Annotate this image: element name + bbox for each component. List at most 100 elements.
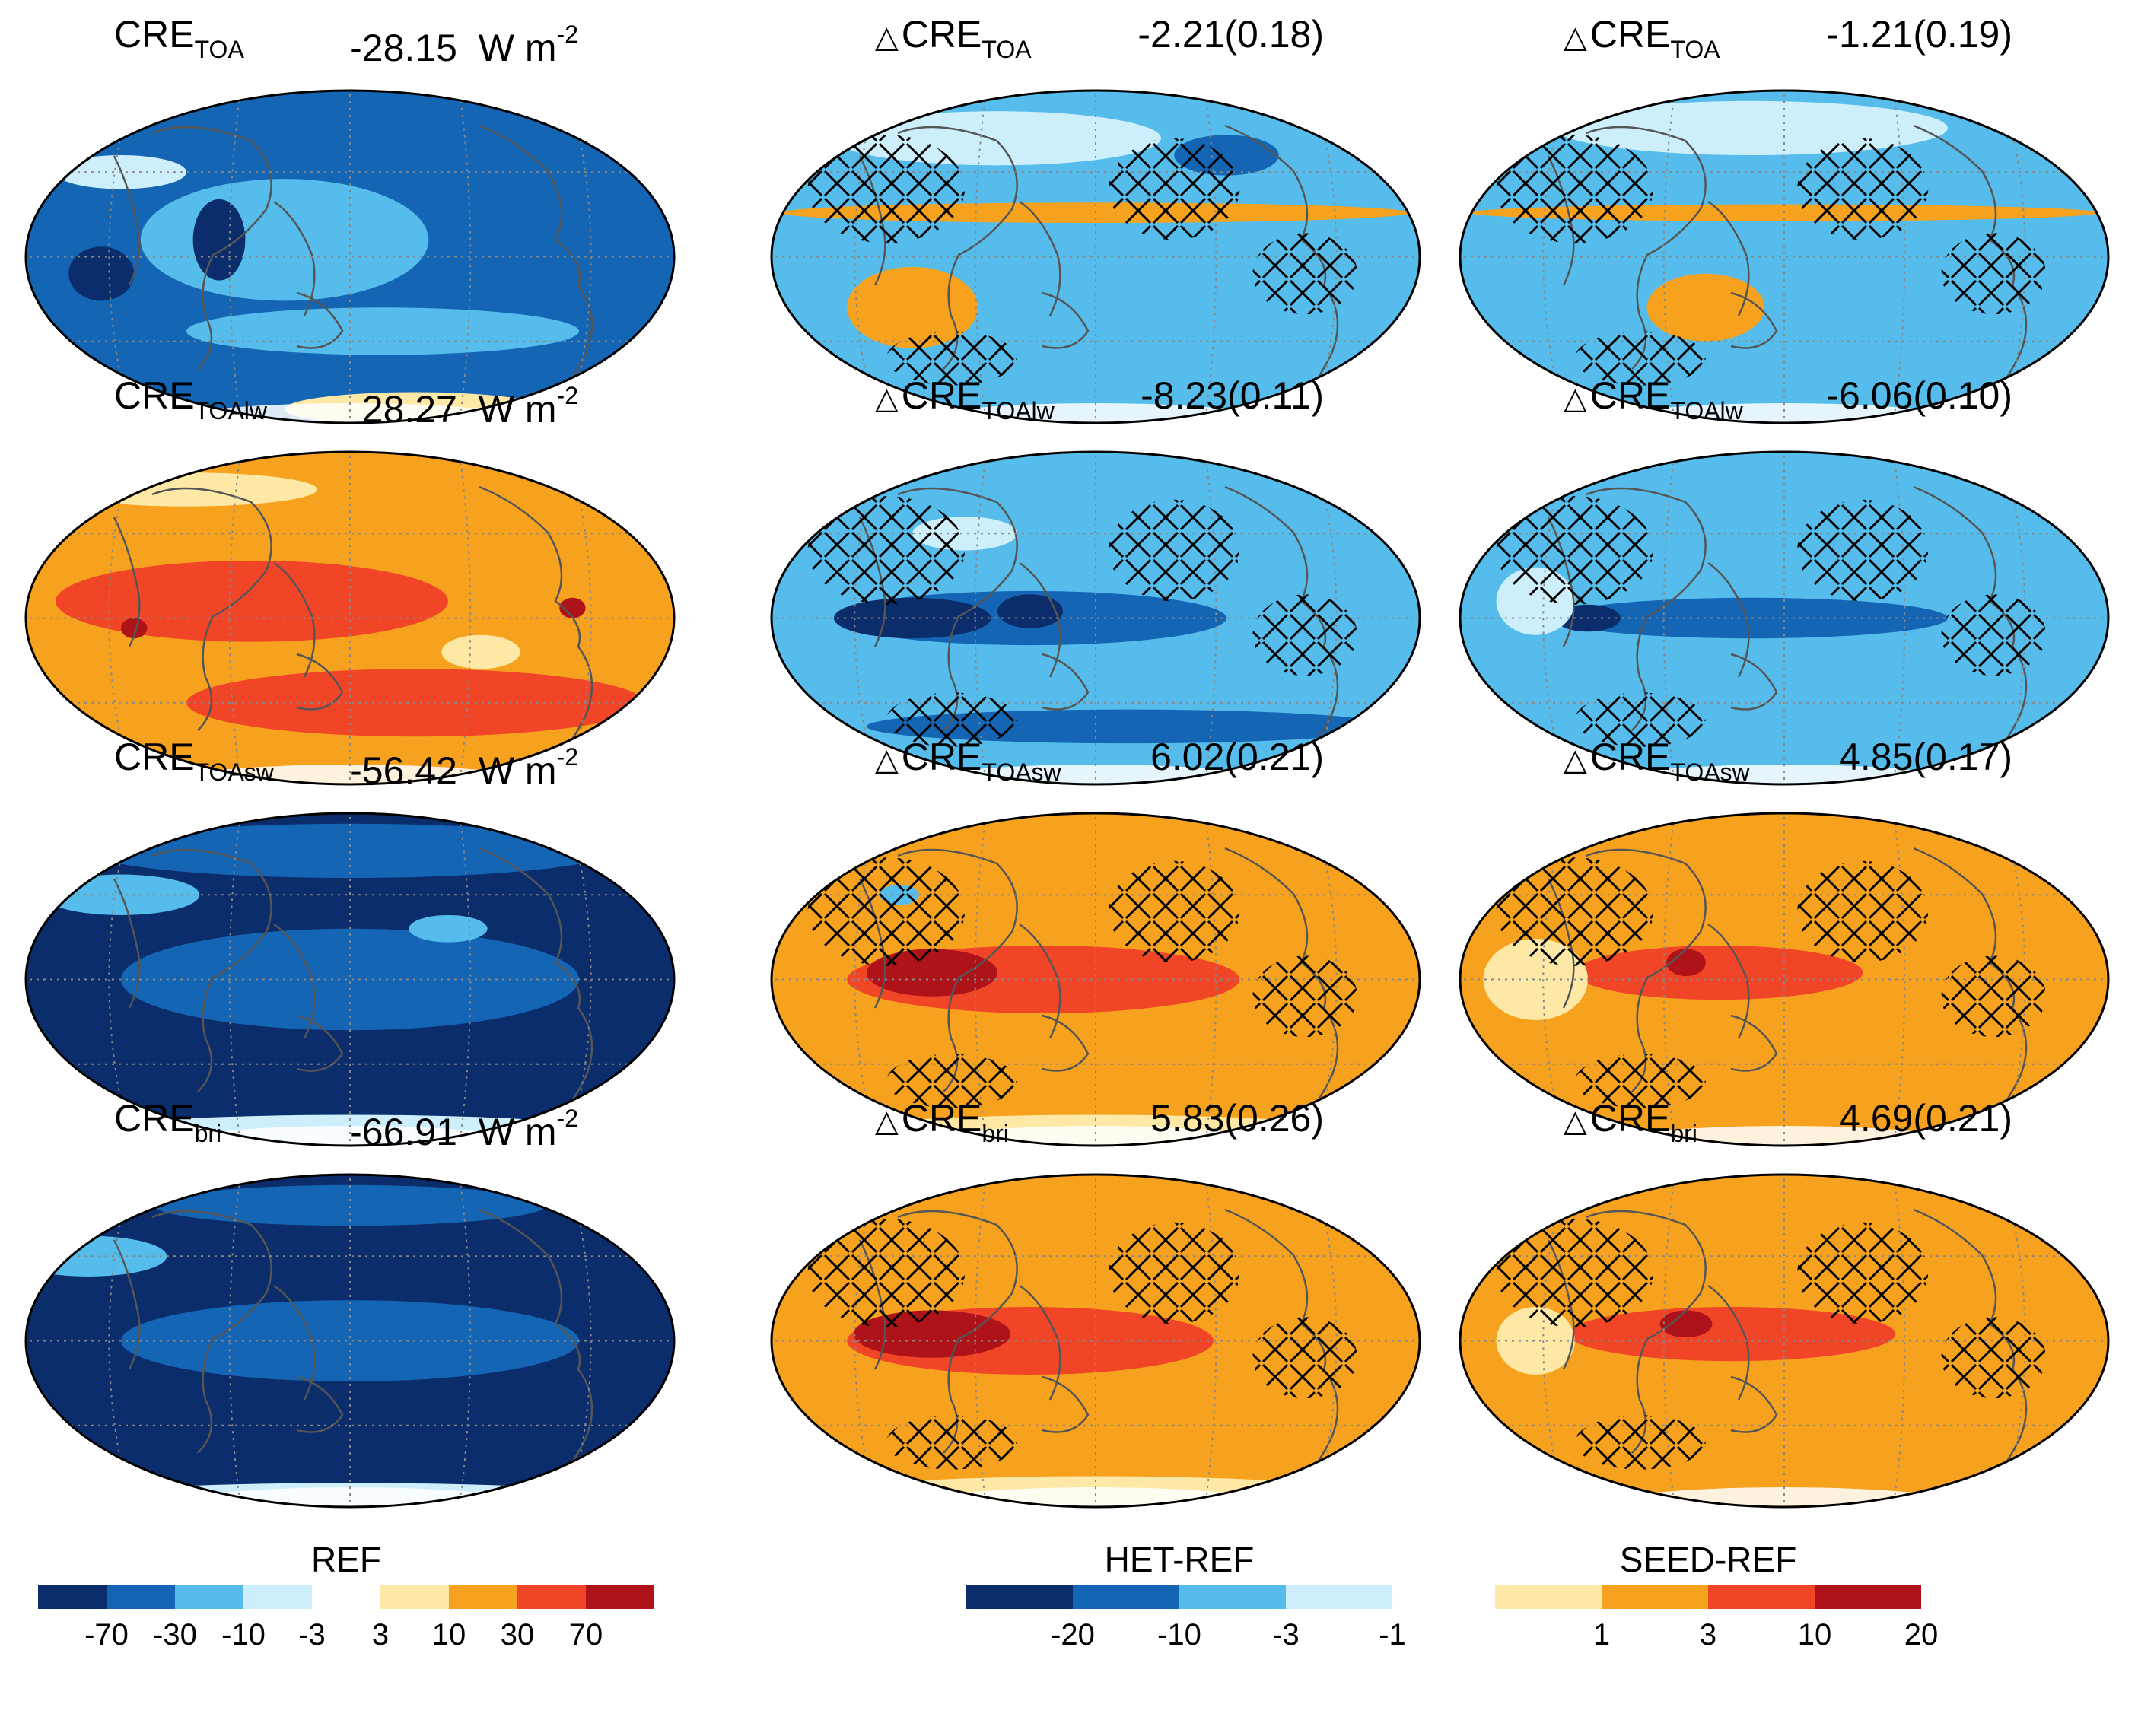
coastline — [1730, 291, 1778, 349]
delta-symbol: △ — [875, 743, 899, 777]
coastline — [897, 126, 1018, 370]
colorbar-cb-seed — [1495, 1585, 1921, 1609]
coastline — [479, 485, 593, 761]
colorbar-title-cb-seed: SEED-REF — [1619, 1540, 1797, 1579]
contour-region — [409, 914, 488, 943]
contour-region — [1666, 949, 1706, 977]
significance-hatch — [1941, 955, 2046, 1038]
coastline — [113, 878, 141, 1009]
title-subscript: bri — [1670, 1120, 1697, 1147]
delta-symbol: △ — [1564, 743, 1587, 777]
coastline — [1042, 1375, 1090, 1433]
map-border — [1459, 812, 2110, 1147]
value-number: -6.06(0.10) — [1826, 374, 2012, 417]
significance-hatch — [1109, 860, 1240, 963]
title-subscript: TOAsw — [1670, 758, 1750, 786]
panel-value-p1: -28.15 W m-2 — [349, 11, 578, 71]
coastline — [1730, 1014, 1778, 1072]
title-base: CRE — [1589, 374, 1671, 417]
colorbar-swatch — [966, 1585, 1074, 1609]
colorbar-swatch — [586, 1585, 654, 1609]
contour-region — [56, 560, 448, 642]
panel-title-p1: CRETOA — [114, 11, 244, 72]
map-p6 — [1459, 450, 2110, 786]
value-units-exponent: -2 — [556, 382, 578, 409]
panel-value-p4: 28.27 W m-2 — [362, 373, 578, 432]
contour-region — [1659, 1310, 1713, 1338]
significance-hatch — [1797, 138, 1929, 240]
value-number: 28.27 — [361, 388, 457, 431]
map-p10 — [24, 1173, 676, 1509]
coastline — [296, 653, 344, 711]
colorbar-swatch — [243, 1585, 313, 1609]
colorbar-swatch — [175, 1585, 244, 1609]
panel-title-p7: CRETOAsw — [114, 734, 274, 795]
coastline — [151, 126, 272, 370]
significance-hatch — [1496, 496, 1653, 605]
colorbar-tick-label: -3 — [1272, 1618, 1300, 1652]
significance-hatch — [886, 331, 1017, 386]
value-number: -28.15 — [349, 27, 457, 69]
delta-symbol: △ — [1564, 382, 1587, 415]
contour-region — [56, 472, 317, 507]
colorbar-tick-label: -20 — [1051, 1618, 1095, 1652]
colorbar-swatch — [1708, 1585, 1815, 1609]
title-base: CRE — [901, 374, 982, 417]
colorbar-tick-label: -1 — [1379, 1618, 1406, 1652]
map-p4 — [24, 450, 676, 786]
value-number: -2.21(0.18) — [1137, 13, 1324, 56]
contour-region — [121, 1300, 579, 1381]
map-border — [1459, 450, 2110, 786]
map-border — [24, 450, 676, 786]
panel-value-p5: -8.23(0.11) — [1141, 373, 1324, 418]
colorbar-tick-label: -3 — [298, 1618, 326, 1652]
value-units-exponent: -2 — [556, 743, 578, 771]
coastline — [296, 291, 344, 349]
map-border — [770, 1173, 1421, 1509]
panel-value-p3: -1.21(0.19) — [1826, 11, 2012, 57]
significance-hatch — [807, 496, 965, 605]
map-p8 — [770, 812, 1421, 1147]
colorbar-swatch — [1073, 1585, 1180, 1609]
value-units-exponent: -2 — [556, 1105, 578, 1132]
title-base: CRE — [114, 13, 195, 56]
colorbar-tick-label: -10 — [1157, 1618, 1201, 1652]
coastline — [479, 847, 593, 1123]
coastline — [113, 1239, 141, 1370]
delta-symbol: △ — [1564, 1105, 1587, 1138]
coastline — [113, 517, 141, 647]
contour-region — [121, 618, 148, 639]
significance-hatch — [1941, 1317, 2046, 1399]
panel-title-p5: △CRETOAlw — [875, 373, 1055, 434]
contour-region — [154, 1184, 546, 1226]
coastline — [479, 1208, 593, 1484]
panel-value-p8: 6.02(0.21) — [1150, 734, 1324, 780]
map-border — [770, 812, 1421, 1147]
map-border — [24, 812, 676, 1147]
colorbar-swatch — [107, 1585, 176, 1609]
map-p9 — [1459, 812, 2110, 1147]
value-number: -1.21(0.19) — [1826, 13, 2012, 56]
significance-hatch — [1496, 1219, 1653, 1327]
value-number: 4.85(0.17) — [1839, 736, 2012, 778]
colorbar-cb-het — [966, 1585, 1392, 1609]
panel-value-p7: -56.42 W m-2 — [349, 734, 578, 793]
significance-hatch — [886, 1054, 1017, 1108]
coastline — [1042, 291, 1090, 349]
map-p5 — [770, 450, 1421, 786]
title-base: CRE — [114, 1097, 195, 1140]
value-units: W m — [467, 388, 557, 431]
significance-hatch — [1252, 233, 1357, 315]
significance-hatch — [1252, 1317, 1357, 1399]
title-subscript: TOAlw — [982, 397, 1055, 424]
title-subscript: TOA — [982, 36, 1032, 63]
significance-hatch — [1574, 1054, 1706, 1108]
map-border — [770, 450, 1421, 786]
map-border — [770, 89, 1421, 424]
colorbar-swatch — [38, 1585, 107, 1609]
title-base: CRE — [114, 374, 195, 417]
map-border — [24, 1173, 676, 1509]
colorbar-swatch — [380, 1585, 450, 1609]
coastline — [897, 848, 1018, 1092]
coastline — [151, 1210, 272, 1454]
